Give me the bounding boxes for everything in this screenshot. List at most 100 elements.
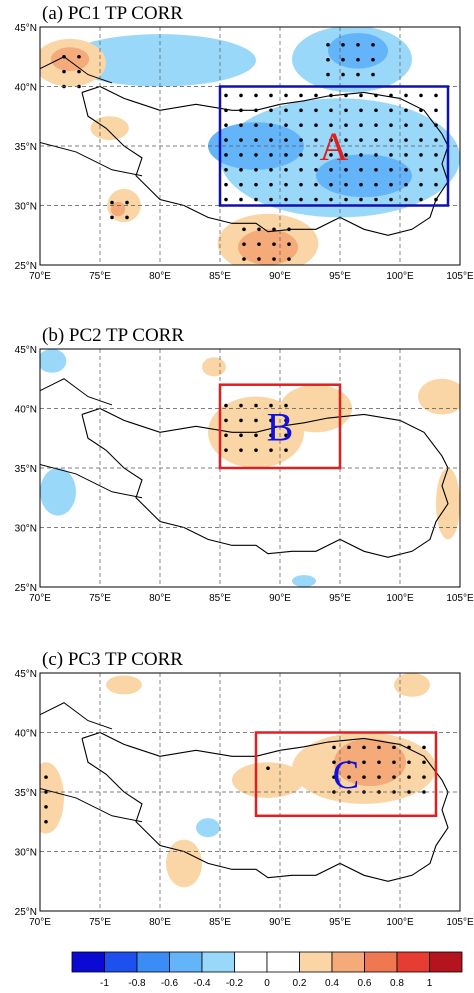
significance-dot <box>272 257 276 261</box>
significance-dot <box>44 790 48 794</box>
significance-dot <box>299 168 303 172</box>
significance-dot <box>404 123 408 127</box>
colorbar-swatch <box>299 951 333 973</box>
correlation-shading <box>418 378 460 415</box>
significance-dot <box>257 257 261 261</box>
significance-dot <box>326 43 330 47</box>
correlation-shading <box>202 357 226 377</box>
significance-dot <box>239 433 243 438</box>
significance-dot <box>359 108 363 113</box>
significance-dot <box>347 760 351 765</box>
colorbar-label: -0.6 <box>161 978 179 988</box>
correlation-shading <box>328 32 388 69</box>
significance-dot <box>254 153 258 157</box>
significance-dot <box>269 448 273 452</box>
colorbar-swatch <box>234 951 268 973</box>
significance-dot <box>392 775 396 779</box>
y-tick-label: 30°N <box>15 848 37 859</box>
significance-dot <box>389 138 393 142</box>
significance-dot <box>242 242 246 246</box>
significance-dot <box>224 418 228 423</box>
colorbar-label: 0.2 <box>293 978 307 988</box>
correlation-shading <box>106 675 142 695</box>
map-frame <box>39 26 461 266</box>
significance-dot <box>404 153 408 157</box>
region-box <box>254 731 438 818</box>
significance-dot <box>254 182 258 187</box>
significance-dot <box>404 108 408 113</box>
correlation-shading <box>110 201 126 217</box>
significance-dot <box>359 123 363 127</box>
significance-dot <box>344 153 348 157</box>
significance-dot <box>269 197 273 202</box>
significance-dot <box>254 433 258 438</box>
significance-dot <box>362 760 366 765</box>
significance-dot <box>299 153 303 157</box>
significance-dot <box>239 448 243 452</box>
significance-dot <box>341 72 345 77</box>
significance-dot <box>287 242 291 246</box>
significance-dot <box>419 93 423 98</box>
significance-dot <box>269 153 273 157</box>
correlation-shading <box>232 762 304 798</box>
significance-dot <box>332 760 336 765</box>
significance-dot <box>77 54 81 59</box>
region-label: B <box>267 404 294 449</box>
colorbar-swatch <box>169 951 203 973</box>
significance-dot <box>272 227 276 232</box>
significance-dot <box>314 182 318 187</box>
significance-dot <box>422 745 426 750</box>
significance-dot <box>239 168 243 172</box>
significance-dot <box>329 138 333 142</box>
y-tick-label: 35°N <box>15 142 37 153</box>
significance-dot <box>125 200 129 205</box>
colorbar-label: -1 <box>100 978 109 988</box>
map-frame <box>39 348 461 588</box>
x-tick-label: 75°E <box>89 271 111 282</box>
x-tick-label: 80°E <box>149 271 171 282</box>
significance-dot <box>434 93 438 98</box>
significance-dot <box>356 43 360 47</box>
significance-dot <box>374 153 378 157</box>
significance-dot <box>224 182 228 187</box>
panel-title: (b) PC2 TP CORR <box>42 325 184 346</box>
significance-dot <box>329 197 333 202</box>
significance-dot <box>254 418 258 423</box>
significance-dot <box>374 138 378 142</box>
significance-dot <box>284 403 288 408</box>
significance-dot <box>404 197 408 202</box>
colorbar-label: -0.8 <box>128 978 146 988</box>
significance-dot <box>284 138 288 142</box>
significance-dot <box>389 123 393 127</box>
significance-dot <box>284 418 288 423</box>
y-tick-label: 30°N <box>15 524 37 535</box>
significance-dot <box>314 168 318 172</box>
significance-dot <box>419 153 423 157</box>
significance-dot <box>347 745 351 750</box>
colorbar-swatch <box>266 951 300 973</box>
significance-dot <box>254 403 258 408</box>
significance-dot <box>326 57 330 62</box>
significance-dot <box>329 168 333 172</box>
significance-dot <box>284 448 288 452</box>
significance-dot <box>239 182 243 187</box>
x-tick-label: 100°E <box>386 271 414 282</box>
significance-dot <box>269 138 273 142</box>
colorbar-label: 0 <box>264 978 270 988</box>
significance-dot <box>434 168 438 172</box>
significance-dot <box>344 182 348 187</box>
significance-dot <box>254 197 258 202</box>
significance-dot <box>407 775 411 779</box>
significance-dot <box>344 168 348 172</box>
map-layer <box>40 673 449 888</box>
significance-dot <box>359 153 363 157</box>
significance-dot <box>269 123 273 127</box>
correlation-shading <box>238 229 298 265</box>
correlation-shading <box>196 818 220 838</box>
y-tick-label: 25°N <box>15 907 37 918</box>
significance-dot <box>389 182 393 187</box>
significance-dot <box>371 57 375 62</box>
significance-dot <box>254 448 258 452</box>
colorbar-swatch <box>429 951 463 973</box>
significance-dot <box>269 168 273 172</box>
